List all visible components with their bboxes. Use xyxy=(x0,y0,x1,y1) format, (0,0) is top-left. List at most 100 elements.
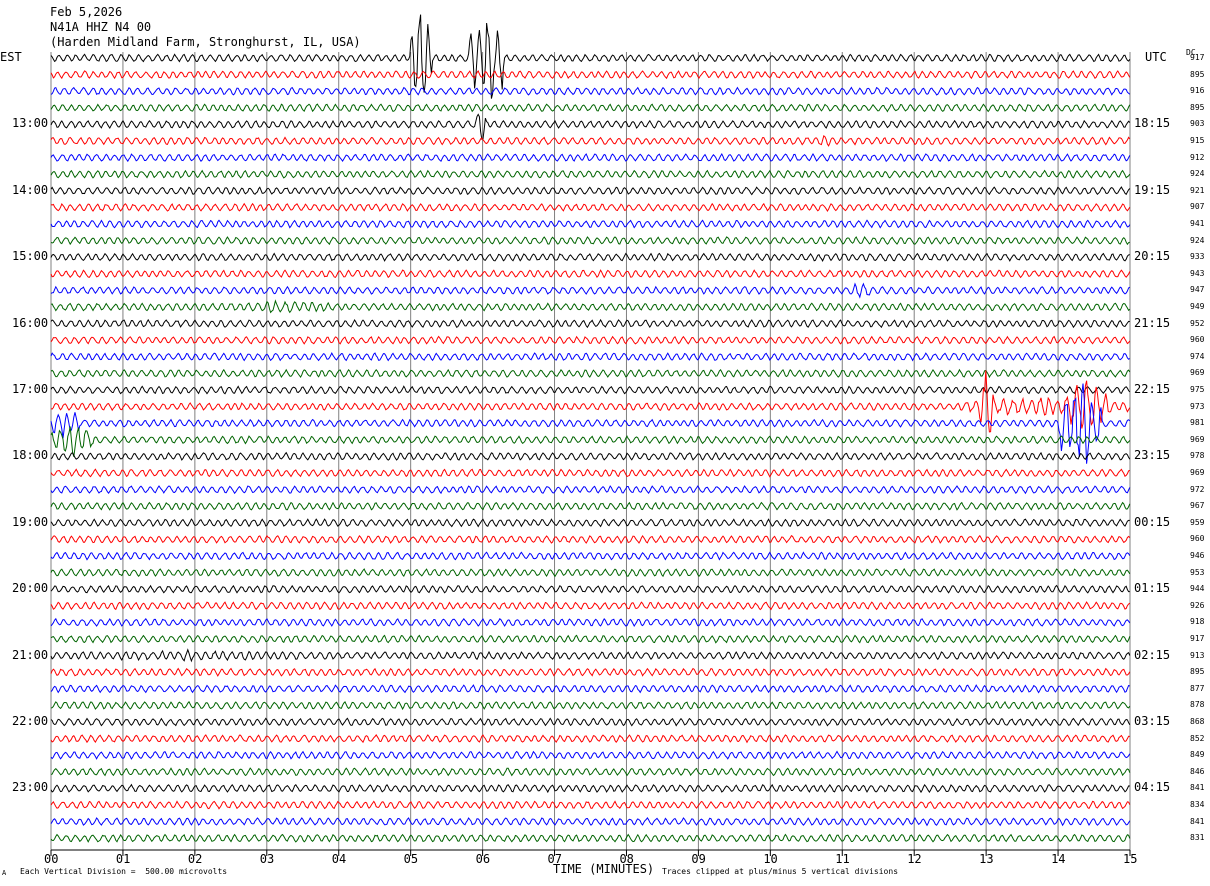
trace-5 xyxy=(50,135,1131,147)
trace-31 xyxy=(50,568,1131,578)
trace-35 xyxy=(50,634,1131,644)
trace-25 xyxy=(50,468,1131,478)
dc-offset-label: 967 xyxy=(1190,501,1205,511)
x-tick-label-05: 05 xyxy=(403,852,419,866)
header-station: N41A HHZ N4 00 xyxy=(50,20,152,34)
x-tick-label-02: 02 xyxy=(187,852,203,866)
right-hour-label: 03:15 xyxy=(1134,714,1171,728)
right-axis-title: UTC xyxy=(1145,50,1167,64)
x-tick-label-11: 11 xyxy=(835,852,850,866)
trace-47 xyxy=(50,833,1131,843)
dc-offset-label: 972 xyxy=(1190,484,1205,494)
dc-offset-label: 953 xyxy=(1190,567,1205,577)
trace-1 xyxy=(50,70,1131,80)
trace-13 xyxy=(50,269,1131,279)
dc-offset-label: 921 xyxy=(1190,185,1205,195)
left-hour-label: 18:00 xyxy=(12,448,49,463)
dc-offset-label: 846 xyxy=(1190,766,1205,776)
trace-39 xyxy=(50,700,1131,711)
dc-offset-label: 969 xyxy=(1190,434,1205,444)
trace-22 xyxy=(50,383,1131,464)
dc-offset-label: 877 xyxy=(1190,683,1205,693)
header-date: Feb 5,2026 xyxy=(50,5,123,19)
trace-19 xyxy=(50,368,1131,379)
left-hour-label: 23:00 xyxy=(12,780,49,795)
trace-16 xyxy=(50,318,1130,329)
right-hour-label: 00:15 xyxy=(1134,514,1171,529)
dc-offset-label: 973 xyxy=(1190,401,1205,411)
left-hour-label: 22:00 xyxy=(12,714,49,728)
left-hour-label: 15:00 xyxy=(12,249,49,264)
dc-offset-label: 913 xyxy=(1190,650,1205,660)
trace-26 xyxy=(50,485,1131,495)
trace-4 xyxy=(50,113,1131,140)
trace-18 xyxy=(50,352,1131,362)
dc-offset-label: 895 xyxy=(1190,69,1205,79)
trace-0 xyxy=(50,14,1131,99)
dc-offset-label: 831 xyxy=(1190,833,1205,843)
right-hour-label: 22:15 xyxy=(1134,382,1171,396)
trace-3 xyxy=(50,103,1131,113)
right-hour-label: 19:15 xyxy=(1134,182,1171,197)
right-hour-label: 18:15 xyxy=(1134,116,1171,131)
trace-8 xyxy=(50,186,1131,196)
trace-30 xyxy=(50,551,1131,561)
dc-offset-label: 949 xyxy=(1190,302,1205,311)
dc-offset-label: 978 xyxy=(1190,451,1205,461)
dc-offset-label: 849 xyxy=(1190,750,1205,760)
trace-28 xyxy=(50,518,1130,528)
x-tick-label-15: 15 xyxy=(1123,852,1138,866)
dc-offset-label: 946 xyxy=(1190,551,1205,560)
dc-offset-label: 903 xyxy=(1190,119,1205,129)
trace-37 xyxy=(50,667,1131,677)
x-tick-label-06: 06 xyxy=(475,852,491,866)
right-hour-label: 01:15 xyxy=(1134,581,1171,596)
dc-offset-label: 924 xyxy=(1190,169,1205,179)
trace-36 xyxy=(50,648,1131,663)
dc-offset-label: 952 xyxy=(1190,318,1205,328)
dc-offset-label: 944 xyxy=(1190,584,1205,594)
trace-46 xyxy=(50,816,1131,827)
header-location: (Harden Midland Farm, Stronghurst, IL, U… xyxy=(50,35,361,49)
x-tick-label-03: 03 xyxy=(259,852,275,866)
trace-40 xyxy=(50,717,1131,727)
dc-offset-label: 912 xyxy=(1190,152,1205,162)
dc-offset-label: 841 xyxy=(1190,816,1205,826)
trace-6 xyxy=(50,152,1131,163)
trace-10 xyxy=(50,219,1131,229)
trace-20 xyxy=(50,385,1131,395)
right-hour-label: 23:15 xyxy=(1134,448,1171,463)
right-hour-label: 21:15 xyxy=(1134,315,1171,330)
dc-offset-label: 960 xyxy=(1190,335,1205,345)
dc-offset-label: 878 xyxy=(1190,700,1205,710)
x-tick-label-12: 12 xyxy=(907,852,922,866)
dc-offset-label: 895 xyxy=(1190,667,1205,677)
trace-9 xyxy=(50,202,1131,212)
left-hour-label: 13:00 xyxy=(12,116,49,131)
left-hour-label: 20:00 xyxy=(12,581,49,596)
trace-15 xyxy=(50,299,1131,314)
trace-42 xyxy=(50,750,1131,760)
trace-33 xyxy=(50,601,1131,611)
dc-offset-label: 933 xyxy=(1190,252,1205,262)
x-tick-label-13: 13 xyxy=(979,852,994,866)
left-hour-label: 19:00 xyxy=(12,514,49,529)
trace-7 xyxy=(50,169,1131,179)
dc-offset-label: 926 xyxy=(1190,600,1205,610)
dc-offset-label: 907 xyxy=(1190,202,1205,212)
corner-mark: A xyxy=(2,869,7,877)
trace-24 xyxy=(50,451,1131,461)
left-hour-label: 21:00 xyxy=(12,647,49,662)
clip-note: Traces clipped at plus/minus 5 vertical … xyxy=(662,867,899,876)
dc-offset-label: 947 xyxy=(1190,285,1205,295)
trace-12 xyxy=(50,252,1130,262)
x-tick-label-04: 04 xyxy=(331,852,347,866)
dc-offset-label: 941 xyxy=(1190,219,1205,228)
x-tick-label-10: 10 xyxy=(763,852,778,866)
x-tick-label-00: 00 xyxy=(44,852,59,866)
trace-41 xyxy=(50,734,1130,744)
trace-32 xyxy=(50,584,1130,594)
trace-14 xyxy=(50,282,1131,299)
trace-23 xyxy=(50,426,1131,457)
